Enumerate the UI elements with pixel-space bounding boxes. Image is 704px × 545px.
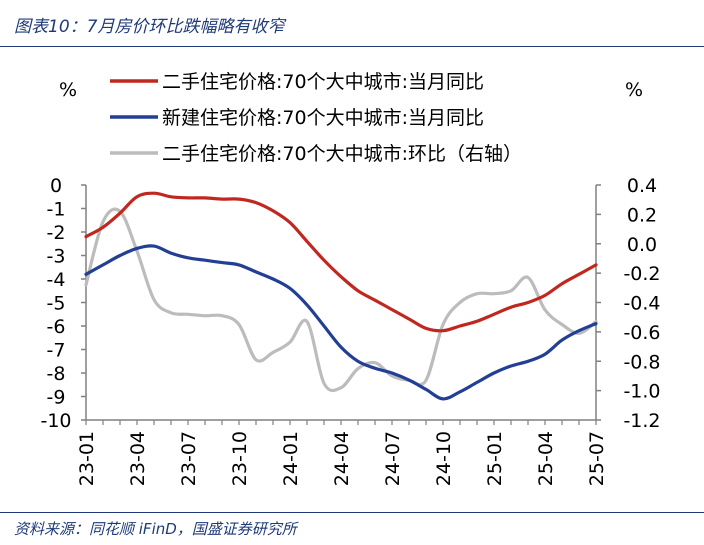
left-tick-label: -1 xyxy=(47,199,66,221)
right-tick-label: -0.2 xyxy=(623,263,660,285)
new-home-yoy-line xyxy=(84,244,598,401)
x-tick-label: 23-10 xyxy=(229,431,251,486)
resale-yoy-line xyxy=(84,191,598,333)
source-divider xyxy=(0,512,704,513)
x-tick-label: 24-04 xyxy=(331,431,353,486)
left-tick-label: -5 xyxy=(47,293,66,315)
x-tick-label: 23-01 xyxy=(76,431,98,486)
left-tick-label: -10 xyxy=(40,410,71,432)
right-tick-label: -1.0 xyxy=(623,381,660,403)
legend: 二手住宅价格:70个大中城市:当月同比新建住宅价格:70个大中城市:当月同比二手… xyxy=(110,71,522,165)
left-tick-label: -4 xyxy=(47,269,66,291)
x-tick-label: 23-07 xyxy=(178,431,200,486)
left-tick-label: 0 xyxy=(50,175,62,197)
line-chart: 二手住宅价格:70个大中城市:当月同比新建住宅价格:70个大中城市:当月同比二手… xyxy=(40,71,660,486)
right-axis-unit: % xyxy=(625,79,643,101)
right-tick-label: 0.0 xyxy=(627,234,657,256)
series-layer xyxy=(84,191,598,401)
title-divider xyxy=(0,46,704,47)
axes: 0-1-2-3-4-5-6-7-8-9-10 0.4 0.2 0.0 -0.2 -0.4 -… xyxy=(40,175,660,486)
x-tick-label: 24-01 xyxy=(280,431,302,486)
right-tick-label: 0.2 xyxy=(627,204,657,226)
legend-item-new-home-yoy-label: 新建住宅价格:70个大中城市:当月同比 xyxy=(162,107,484,129)
left-tick-label: -3 xyxy=(47,246,66,268)
x-tick-label: 25-04 xyxy=(535,431,557,486)
x-tick-label: 25-01 xyxy=(484,431,506,486)
source-note: 资料来源：同花顺 iFinD，国盛证券研究所 xyxy=(14,520,297,538)
left-tick-label: -7 xyxy=(47,340,66,362)
x-tick-label: 23-04 xyxy=(127,431,149,486)
legend-item-resale-yoy-label: 二手住宅价格:70个大中城市:当月同比 xyxy=(162,71,484,93)
right-tick-label: 0.4 xyxy=(627,175,657,197)
legend-item-resale-mom-label: 二手住宅价格:70个大中城市:环比（右轴） xyxy=(162,143,522,165)
left-axis-unit: % xyxy=(59,79,77,101)
x-tick-label: 25-07 xyxy=(586,431,608,486)
right-tick-label: -0.6 xyxy=(623,322,660,344)
left-tick-label: -2 xyxy=(47,222,66,244)
left-tick-label: -6 xyxy=(47,316,66,338)
right-tick-label: -1.2 xyxy=(623,410,660,432)
figure-title: 图表10：7月房价环比跌幅略有收窄 xyxy=(14,17,285,37)
left-tick-label: -8 xyxy=(47,363,66,385)
left-tick-label: -9 xyxy=(47,387,66,409)
resale-mom-line xyxy=(84,207,598,393)
right-tick-label: -0.4 xyxy=(623,293,660,315)
right-tick-label: -0.8 xyxy=(623,351,660,373)
x-tick-label: 24-07 xyxy=(382,431,404,486)
x-tick-label: 24-10 xyxy=(433,431,455,486)
